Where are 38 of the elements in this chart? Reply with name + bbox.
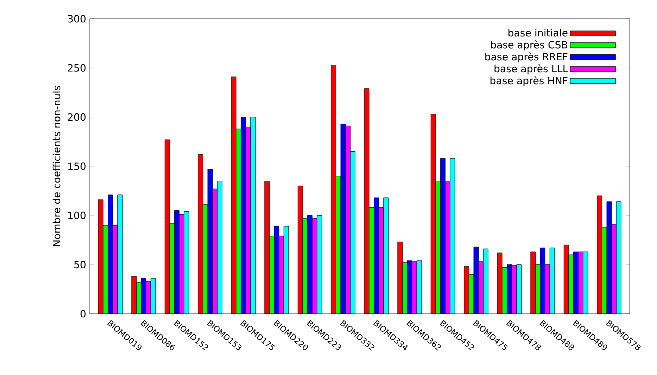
legend-label: base après HNF (490, 76, 568, 87)
bar (250, 117, 256, 314)
y-tick-label: 100 (68, 212, 86, 220)
y-tick-label: 200 (68, 114, 86, 122)
bar (583, 252, 588, 314)
bar (516, 264, 522, 314)
bar (412, 262, 418, 314)
bar (612, 224, 617, 314)
bar (478, 262, 484, 314)
bar (264, 181, 270, 314)
bar (198, 154, 204, 314)
bar (597, 196, 602, 314)
y-tick-label: 50 (74, 261, 86, 269)
bar (212, 188, 218, 314)
bar (331, 65, 336, 314)
bar (346, 126, 351, 314)
legend-label: base initiale (508, 29, 568, 37)
y-tick-label: 250 (68, 64, 86, 72)
bar (279, 236, 284, 314)
bar (184, 212, 190, 314)
y-tick-label: 0 (80, 310, 86, 318)
bar (450, 158, 456, 314)
bar (118, 194, 123, 314)
bar (398, 242, 403, 314)
y-tick-label: 300 (68, 15, 86, 23)
legend-label: base après CSB (491, 40, 568, 51)
y-tick-label: 150 (68, 162, 86, 170)
legend-label: base après LLL (494, 64, 568, 75)
bar (464, 266, 470, 314)
bar (103, 225, 108, 314)
bar (317, 215, 322, 314)
legend-label: base après RREF (486, 52, 568, 63)
bar (146, 281, 152, 314)
bar (530, 252, 536, 314)
bar (132, 276, 137, 314)
y-axis-title: Nombre de coefficients non-nuls (52, 86, 61, 246)
bar (384, 198, 389, 314)
bar (545, 264, 550, 314)
